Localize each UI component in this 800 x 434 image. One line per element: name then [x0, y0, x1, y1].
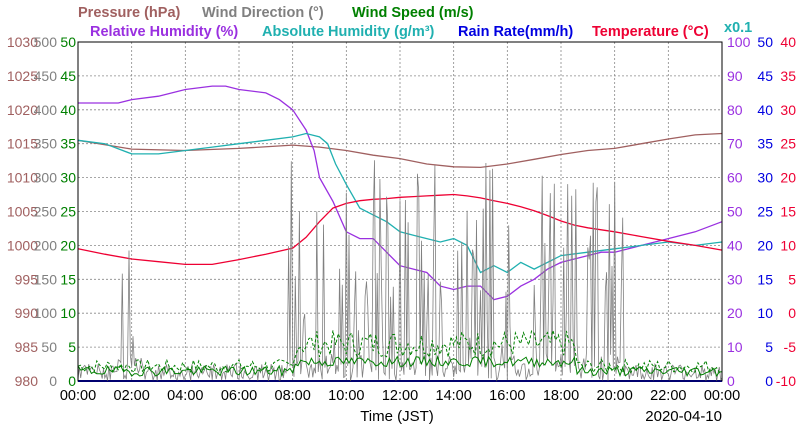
rain-tick-label: 45: [757, 68, 773, 84]
temp-tick-label: 40: [780, 34, 796, 50]
wind-speed-tick-label: 5: [68, 339, 76, 355]
axis-layer: 00:00 02:00 04:00 06:00 08:00 10:00 12:00 14:00…: [7, 34, 796, 404]
wind-dir-tick-label: 350: [34, 136, 58, 152]
wind-speed-tick-label: 30: [60, 170, 76, 186]
pressure-tick-label: 1005: [7, 204, 38, 220]
x-tick-label: 00:00: [60, 388, 96, 404]
rain-tick-label: 35: [757, 136, 773, 152]
pressure-tick-label: 1025: [7, 68, 38, 84]
rain-tick-label: 5: [765, 339, 773, 355]
rh-tick-label: 30: [727, 271, 743, 287]
wind-speed-tick-label: 40: [60, 102, 76, 118]
wind-dir-tick-label: 100: [34, 305, 58, 321]
temp-tick-label: -10: [776, 373, 796, 389]
temp-tick-label: 15: [780, 204, 796, 220]
rain-tick-label: 30: [757, 170, 773, 186]
temp-tick-label: -5: [784, 339, 797, 355]
plot-frame: [77, 41, 723, 382]
temp-tick-label: 0: [788, 305, 796, 321]
pressure-tick-label: 980: [15, 373, 39, 389]
wind-direction-trace: [77, 160, 723, 383]
wind-speed-tick-label: 0: [68, 373, 76, 389]
ah-scale-note: x0.1: [724, 20, 752, 36]
x-tick-label: 10:00: [328, 388, 364, 404]
pressure-tick-label: 1020: [7, 102, 38, 118]
pressure-tick-label: 1015: [7, 136, 38, 152]
wind-dir-tick-label: 200: [34, 237, 58, 253]
rh-tick-label: 70: [727, 136, 743, 152]
x-tick-label: 20:00: [597, 388, 633, 404]
pressure-tick-label: 995: [15, 271, 39, 287]
rain-tick-label: 50: [757, 34, 773, 50]
wind-dir-tick-label: 450: [34, 68, 58, 84]
x-tick-label: 04:00: [167, 388, 203, 404]
rh-tick-label: 100: [727, 34, 751, 50]
wind-dir-tick-label: 500: [34, 34, 58, 50]
legend-wind-direction: Wind Direction (°): [202, 5, 324, 21]
x-tick-label: 12:00: [382, 388, 418, 404]
temp-tick-label: 5: [788, 271, 796, 287]
legend-absolute-humidity: Absolute Humidity (g/m³): [262, 24, 435, 40]
legend-wind-speed: Wind Speed (m/s): [352, 5, 474, 21]
wind-dir-tick-label: 300: [34, 170, 58, 186]
series-line: [77, 132, 723, 169]
x-axis-label: Time (JST): [360, 408, 434, 425]
rh-tick-label: 40: [727, 237, 743, 253]
wind-speed-tick-label: 15: [60, 271, 76, 287]
rain-tick-label: 20: [757, 237, 773, 253]
wind-speed-tick-label: 20: [60, 237, 76, 253]
rh-tick-label: 10: [727, 339, 743, 355]
wind-speed-tick-label: 25: [60, 204, 76, 220]
x-tick-label: 18:00: [543, 388, 579, 404]
wind-speed-gust-trace: [77, 330, 723, 374]
legend-rain-rate: Rain Rate(mm/h): [458, 24, 573, 40]
legend: Pressure (hPa) Wind Direction (°) Wind S…: [78, 5, 752, 40]
x-tick-label: 00:00: [704, 388, 740, 404]
rh-tick-label: 90: [727, 68, 743, 84]
legend-pressure: Pressure (hPa): [78, 5, 181, 21]
legend-temperature: Temperature (°C): [592, 24, 709, 40]
wind-dir-tick-label: 50: [41, 339, 57, 355]
rh-tick-label: 0: [727, 373, 735, 389]
pressure-tick-label: 1000: [7, 237, 38, 253]
rain-tick-label: 40: [757, 102, 773, 118]
wind-speed-trace: [77, 354, 723, 378]
rain-tick-label: 15: [757, 271, 773, 287]
legend-relative-humidity: Relative Humidity (%): [90, 24, 238, 40]
x-tick-label: 14:00: [436, 388, 472, 404]
wind-speed-tick-label: 35: [60, 136, 76, 152]
wind-dir-tick-label: 400: [34, 102, 58, 118]
wind-speed-tick-label: 10: [60, 305, 76, 321]
x-tick-label: 08:00: [275, 388, 311, 404]
date-label: 2020-04-10: [645, 408, 722, 425]
temp-tick-label: 30: [780, 102, 796, 118]
temp-tick-label: 35: [780, 68, 796, 84]
x-tick-label: 22:00: [650, 388, 686, 404]
x-tick-label: 06:00: [221, 388, 257, 404]
wind-speed-tick-label: 45: [60, 68, 76, 84]
rain-tick-label: 25: [757, 204, 773, 220]
pressure-tick-label: 1030: [7, 34, 38, 50]
rh-tick-label: 60: [727, 170, 743, 186]
series-line: [77, 193, 723, 266]
rain-tick-label: 0: [765, 373, 773, 389]
wind-dir-tick-label: 250: [34, 204, 58, 220]
x-tick-label: 16:00: [489, 388, 525, 404]
wind-speed-tick-label: 50: [60, 34, 76, 50]
rh-tick-label: 50: [727, 204, 743, 220]
pressure-tick-label: 985: [15, 339, 39, 355]
wind-dir-tick-label: 0: [49, 373, 57, 389]
x-tick-label: 02:00: [114, 388, 150, 404]
rh-tick-label: 80: [727, 102, 743, 118]
rh-tick-label: 20: [727, 305, 743, 321]
pressure-tick-label: 990: [15, 305, 39, 321]
wind-dir-tick-label: 150: [34, 271, 58, 287]
temp-tick-label: 10: [780, 237, 796, 253]
temp-tick-label: 25: [780, 136, 796, 152]
rain-tick-label: 10: [757, 305, 773, 321]
pressure-tick-label: 1010: [7, 170, 38, 186]
temp-tick-label: 20: [780, 170, 796, 186]
